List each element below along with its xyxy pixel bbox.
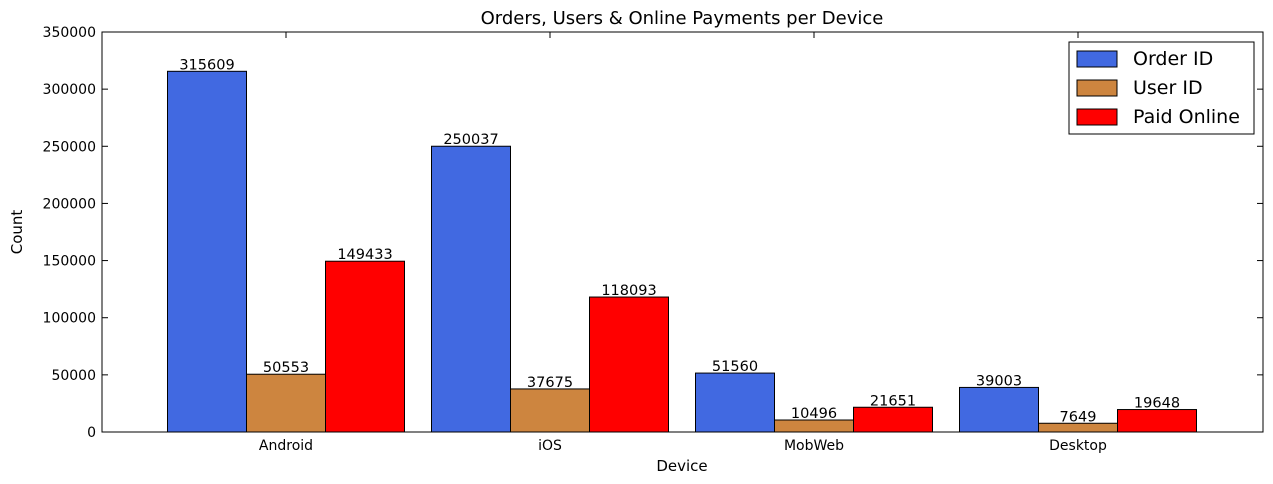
bar-value-label: 37675 (527, 375, 573, 391)
x-axis-label: Device (656, 457, 707, 475)
bar-value-label: 50553 (263, 360, 309, 376)
bar-value-label: 118093 (601, 283, 656, 299)
bar (246, 373, 326, 433)
y-tick-label: 150000 (43, 254, 96, 270)
bars (167, 70, 1197, 433)
legend-swatch (1076, 50, 1118, 68)
bar-value-label: 21651 (870, 393, 916, 409)
bar-value-label: 19648 (1134, 396, 1180, 412)
bar-value-label: 10496 (791, 406, 837, 422)
legend-label: Order ID (1133, 48, 1213, 70)
y-tick-label: 0 (87, 425, 96, 441)
legend: Order ID User ID Paid Online (1068, 41, 1255, 135)
x-tick-label: Android (259, 438, 313, 454)
bar (167, 70, 247, 433)
legend-label: Paid Online (1133, 106, 1240, 128)
legend-swatch (1076, 108, 1118, 126)
bar (959, 386, 1039, 433)
bar-value-label: 7649 (1060, 409, 1097, 425)
axis-ticks: 0 50000 100000 150000 200000 250000 300000 3500… (43, 25, 1263, 454)
plot-frame (101, 31, 1264, 433)
bar-value-label: 149433 (337, 247, 392, 263)
x-tick-label: iOS (538, 438, 562, 454)
bar (695, 372, 775, 433)
bar-value-label: 39003 (976, 373, 1022, 389)
bar (589, 296, 669, 433)
bar (325, 260, 405, 433)
x-tick-label: MobWeb (784, 438, 844, 454)
y-tick-label: 250000 (43, 139, 96, 155)
bar-value-label: 51560 (712, 359, 758, 375)
chart-title: Orders, Users & Online Payments per Devi… (481, 8, 884, 29)
bar-value-label: 315609 (179, 57, 234, 73)
y-tick-label: 300000 (43, 82, 96, 98)
data-labels: 315609 250037 51560 39003 50553 37675 10496 764… (179, 57, 1180, 425)
bar (510, 388, 590, 433)
bar-value-label: 250037 (443, 132, 498, 148)
y-axis-label: Count (8, 210, 26, 255)
x-tick-label: Desktop (1049, 438, 1107, 454)
legend-swatch (1076, 79, 1118, 97)
bar (853, 406, 933, 433)
y-tick-label: 200000 (43, 196, 96, 212)
bar (1117, 409, 1197, 433)
y-tick-label: 50000 (51, 368, 96, 384)
bar (431, 145, 511, 433)
legend-label: User ID (1133, 77, 1203, 99)
y-tick-label: 350000 (43, 25, 96, 41)
y-tick-label: 100000 (43, 311, 96, 327)
